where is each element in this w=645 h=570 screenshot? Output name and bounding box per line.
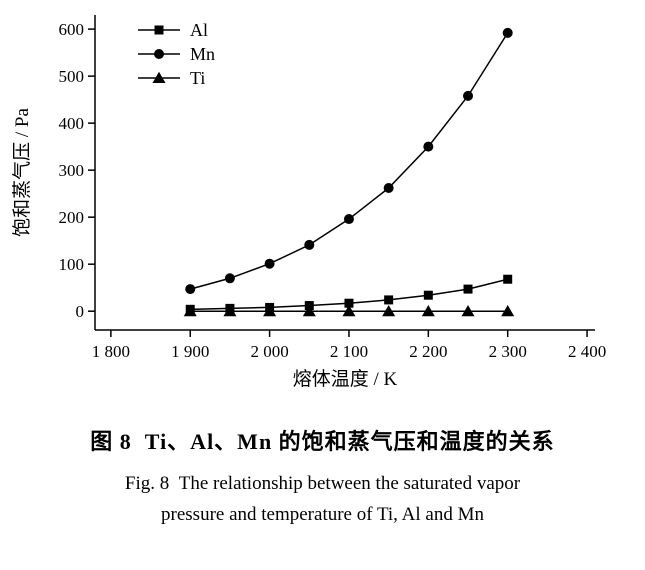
series-mn-marker bbox=[264, 258, 275, 269]
x-tick-label: 1 800 bbox=[92, 342, 130, 361]
series-ti-marker bbox=[183, 304, 197, 317]
series-ti-marker bbox=[263, 304, 277, 317]
x-tick-label: 2 100 bbox=[330, 342, 368, 361]
legend-circle-marker bbox=[154, 49, 164, 59]
vapor-pressure-chart: 0 100 200 300 400 500 600 1 800 1 900 2 000 2 100 2… bbox=[11, 15, 606, 390]
x-tick-label: 2 400 bbox=[568, 342, 606, 361]
series-ti-marker bbox=[461, 304, 475, 317]
series-mn-marker bbox=[383, 183, 394, 194]
series-mn bbox=[185, 27, 513, 295]
caption-en-line1: Fig. 8 The relationship between the satu… bbox=[124, 473, 521, 494]
caption-en-line2: pressure and temperature of Ti, Al and M… bbox=[161, 504, 484, 525]
x-tick-label: 2 200 bbox=[409, 342, 447, 361]
series-mn-line bbox=[190, 32, 509, 290]
series-mn-marker bbox=[423, 141, 434, 152]
series-mn-marker bbox=[502, 27, 513, 38]
series-al-marker bbox=[463, 284, 473, 294]
legend-label: Mn bbox=[190, 44, 215, 64]
x-tick-label: 2 300 bbox=[489, 342, 527, 361]
legend: Al Mn Ti bbox=[138, 20, 215, 88]
series-ti-marker bbox=[382, 304, 396, 317]
legend-entry-mn: Mn bbox=[138, 44, 215, 64]
series-mn-marker bbox=[463, 90, 474, 101]
y-tick-label: 200 bbox=[59, 208, 85, 227]
y-tick-label: 400 bbox=[59, 114, 85, 133]
x-tick-label: 1 900 bbox=[171, 342, 209, 361]
y-tick-label: 300 bbox=[59, 161, 85, 180]
legend-triangle-marker bbox=[152, 71, 166, 83]
series-al-marker bbox=[384, 295, 394, 305]
legend-label: Ti bbox=[190, 68, 205, 88]
x-tick-label: 2 000 bbox=[250, 342, 288, 361]
caption-zh: 图 8 Ti、Al、Mn 的饱和蒸气压和温度的关系 bbox=[90, 429, 555, 454]
legend-square-marker bbox=[154, 25, 164, 35]
y-tick-label: 0 bbox=[76, 302, 85, 321]
figure-caption: 图 8 Ti、Al、Mn 的饱和蒸气压和温度的关系 Fig. 8 The rel… bbox=[0, 424, 645, 530]
series-ti-marker bbox=[501, 304, 515, 317]
series-mn-marker bbox=[343, 214, 354, 225]
y-axis-ticks: 0 100 200 300 400 500 600 bbox=[59, 20, 95, 321]
legend-entry-ti: Ti bbox=[138, 68, 205, 88]
series-ti-marker bbox=[421, 304, 435, 317]
series-al-marker bbox=[423, 290, 433, 300]
series-mn-marker bbox=[185, 284, 196, 295]
series-al-marker bbox=[344, 298, 354, 308]
series-mn-marker bbox=[224, 273, 235, 284]
y-tick-label: 600 bbox=[59, 20, 85, 39]
series-al-marker bbox=[503, 274, 513, 284]
series-mn-marker bbox=[304, 239, 315, 250]
x-axis-ticks: 1 800 1 900 2 000 2 100 2 200 2 300 2 400 bbox=[92, 330, 606, 361]
y-axis-title: 饱和蒸气压 / Pa bbox=[11, 108, 33, 237]
series-ti-marker bbox=[342, 304, 356, 317]
series-ti bbox=[183, 304, 515, 317]
figure: 0 100 200 300 400 500 600 1 800 1 900 2 000 2 100 2… bbox=[0, 15, 645, 530]
axes bbox=[94, 15, 595, 331]
y-tick-label: 500 bbox=[59, 67, 85, 86]
series-ti-marker bbox=[223, 304, 237, 317]
y-tick-label: 100 bbox=[59, 255, 85, 274]
x-axis-title: 熔体温度 / K bbox=[293, 368, 398, 390]
series-ti-marker bbox=[302, 304, 316, 317]
legend-entry-al: Al bbox=[138, 20, 208, 40]
legend-label: Al bbox=[190, 20, 208, 40]
